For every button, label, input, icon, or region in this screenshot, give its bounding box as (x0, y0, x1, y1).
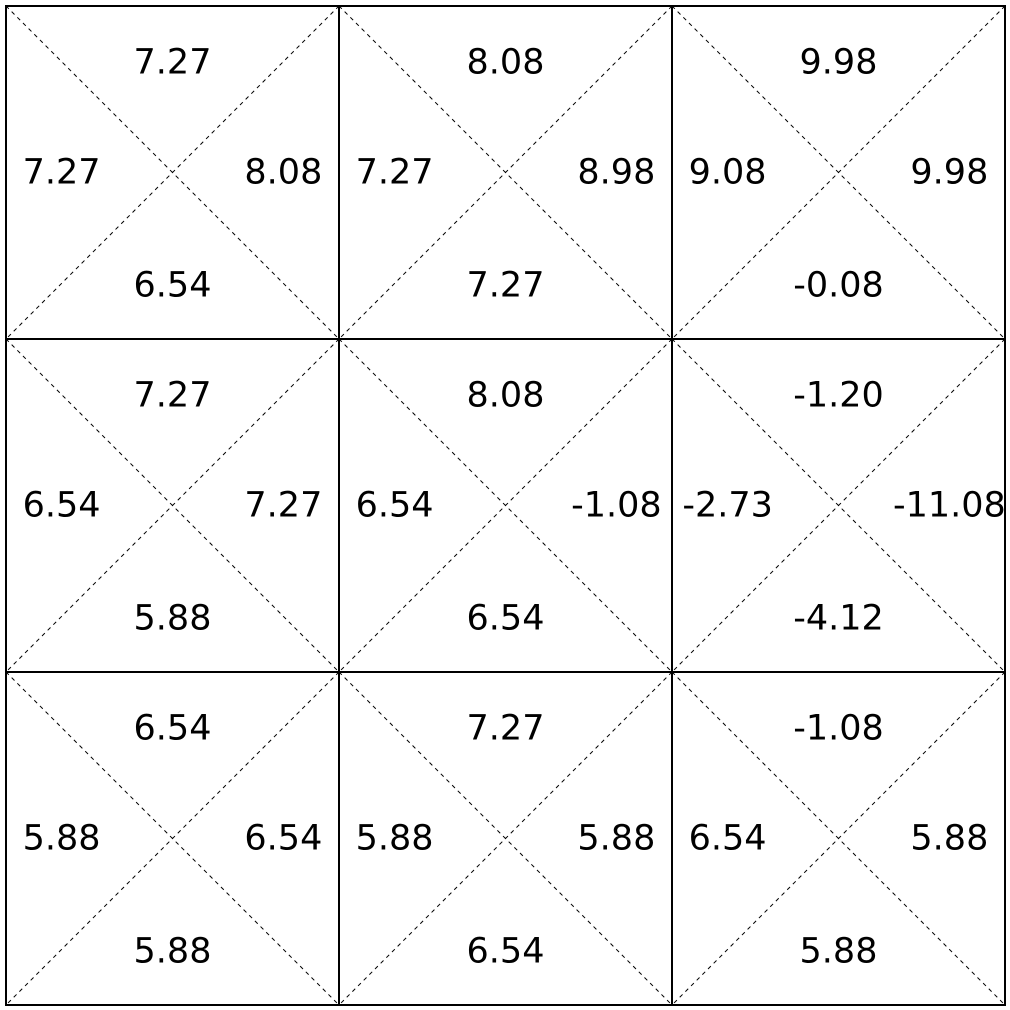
q-value-top: 7.27 (467, 709, 545, 749)
q-value-top: 8.08 (467, 43, 545, 83)
grid-cell: -1.20 -4.12 -2.73 -11.08 (671, 338, 1006, 673)
cell-diagonal (5, 671, 340, 1006)
q-value-bottom: 6.54 (467, 932, 545, 972)
q-value-top: -1.08 (793, 709, 884, 749)
q-value-bottom: 6.54 (134, 266, 212, 306)
q-value-left: 6.54 (689, 819, 767, 859)
q-value-right: 5.88 (577, 819, 655, 859)
cell-diagonal (671, 338, 1006, 673)
q-value-right: 8.08 (244, 153, 322, 193)
grid-cell: 7.27 5.88 6.54 7.27 (5, 338, 340, 673)
q-value-left: 6.54 (23, 486, 101, 526)
grid-cell: 7.27 6.54 5.88 5.88 (338, 671, 673, 1006)
q-value-bottom: -0.08 (793, 266, 884, 306)
q-value-top: 7.27 (134, 43, 212, 83)
q-value-right: -11.08 (893, 486, 1006, 526)
q-value-right: 9.98 (910, 153, 988, 193)
q-value-left: 9.08 (689, 153, 767, 193)
q-value-bottom: -4.12 (793, 599, 884, 639)
q-value-top: 8.08 (467, 376, 545, 416)
q-value-right: 5.88 (910, 819, 988, 859)
q-value-right: -1.08 (571, 486, 662, 526)
cell-diagonal (338, 671, 673, 1006)
grid-cell: 8.08 7.27 7.27 8.98 (338, 5, 673, 340)
q-value-top: -1.20 (793, 376, 884, 416)
q-value-right: 6.54 (244, 819, 322, 859)
q-value-bottom: 5.88 (134, 932, 212, 972)
q-value-bottom: 6.54 (467, 599, 545, 639)
cell-diagonal (671, 5, 1006, 340)
cell-border (671, 671, 1006, 1006)
q-value-top: 6.54 (134, 709, 212, 749)
q-value-bottom: 7.27 (467, 266, 545, 306)
q-value-top: 7.27 (134, 376, 212, 416)
grid-cell: 9.98 -0.08 9.08 9.98 (671, 5, 1006, 340)
grid-cell: 8.08 6.54 6.54 -1.08 (338, 338, 673, 673)
grid-cell: -1.08 5.88 6.54 5.88 (671, 671, 1006, 1006)
q-value-left: 7.27 (356, 153, 434, 193)
q-value-left: 5.88 (23, 819, 101, 859)
grid-cell: 6.54 5.88 5.88 6.54 (5, 671, 340, 1006)
cell-diagonal (671, 671, 1006, 1006)
q-value-bottom: 5.88 (134, 599, 212, 639)
q-value-left: 7.27 (23, 153, 101, 193)
q-value-top: 9.98 (800, 43, 878, 83)
cell-diagonal (5, 338, 340, 673)
q-value-left: 5.88 (356, 819, 434, 859)
grid-cell: 7.27 6.54 7.27 8.08 (5, 5, 340, 340)
q-value-right: 7.27 (244, 486, 322, 526)
q-value-bottom: 5.88 (800, 932, 878, 972)
cell-diagonal (338, 338, 673, 673)
q-value-left: 6.54 (356, 486, 434, 526)
cell-diagonal (338, 5, 673, 340)
cell-diagonal (5, 5, 340, 340)
q-value-left: -2.73 (682, 486, 773, 526)
q-value-right: 8.98 (577, 153, 655, 193)
